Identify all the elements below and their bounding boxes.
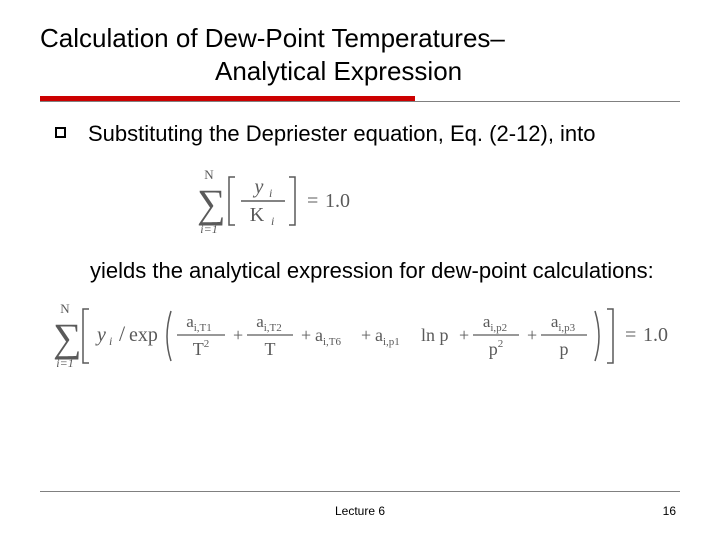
svg-text:i: i <box>271 214 274 228</box>
svg-text:=: = <box>625 324 636 346</box>
svg-text:+: + <box>527 325 537 345</box>
grey-rule <box>40 101 680 102</box>
eq1-sum-lower: i=1 <box>200 222 217 236</box>
svg-text:+: + <box>301 325 311 345</box>
footer-center: Lecture 6 <box>0 504 720 518</box>
svg-text:ai,p3: ai,p3 <box>551 312 576 334</box>
svg-text:+: + <box>233 325 243 345</box>
bullet-item: Substituting the Depriester equation, Eq… <box>55 120 665 149</box>
bullet-text: Substituting the Depriester equation, Eq… <box>88 120 596 149</box>
svg-text:=: = <box>307 190 318 212</box>
svg-text:i: i <box>269 186 272 200</box>
title-line-2: Analytical Expression <box>40 55 680 88</box>
eq1-rhs: 1.0 <box>325 190 350 212</box>
svg-text:T: T <box>265 339 276 359</box>
svg-text:ai,T2: ai,T2 <box>256 312 282 334</box>
svg-text:∑: ∑ <box>53 315 82 360</box>
svg-text:K: K <box>250 204 265 226</box>
svg-text:/: / <box>119 321 126 346</box>
svg-text:ai,p1: ai,p1 <box>375 325 400 348</box>
eq1-sum-upper: N <box>204 167 214 182</box>
svg-text:p: p <box>560 339 569 359</box>
svg-text:∑: ∑ <box>197 181 226 226</box>
svg-text:p2: p2 <box>489 338 504 359</box>
svg-text:ln p: ln p <box>421 325 449 345</box>
slide: Calculation of Dew-Point Temperatures– A… <box>0 0 720 540</box>
svg-text:T2: T2 <box>193 338 210 359</box>
svg-text:+: + <box>361 325 371 345</box>
svg-text:ai,T6: ai,T6 <box>315 325 342 348</box>
svg-text:exp: exp <box>129 324 158 346</box>
page-number: 16 <box>663 504 676 518</box>
equation-1: N ∑ i=1 y i K i = 1.0 <box>185 167 665 239</box>
continuation-text: yields the analytical expression for dew… <box>90 257 665 286</box>
svg-text:ai,T1: ai,T1 <box>186 312 212 334</box>
svg-text:y: y <box>95 324 106 346</box>
equation-2: N ∑ i=1 y i / exp ai,T1 T2 + <box>45 299 665 384</box>
svg-text:1.0: 1.0 <box>643 324 668 346</box>
svg-text:y: y <box>253 176 264 198</box>
slide-body: Substituting the Depriester equation, Eq… <box>55 120 665 384</box>
slide-title: Calculation of Dew-Point Temperatures– A… <box>40 22 680 87</box>
title-line-1: Calculation of Dew-Point Temperatures– <box>40 22 680 55</box>
title-underline <box>40 96 680 102</box>
hollow-square-icon <box>55 127 66 138</box>
svg-text:+: + <box>459 325 469 345</box>
svg-text:i=1: i=1 <box>56 356 73 370</box>
svg-text:i: i <box>109 334 112 348</box>
svg-text:N: N <box>60 301 70 316</box>
svg-text:ai,p2: ai,p2 <box>483 312 507 334</box>
footer-rule <box>40 491 680 492</box>
